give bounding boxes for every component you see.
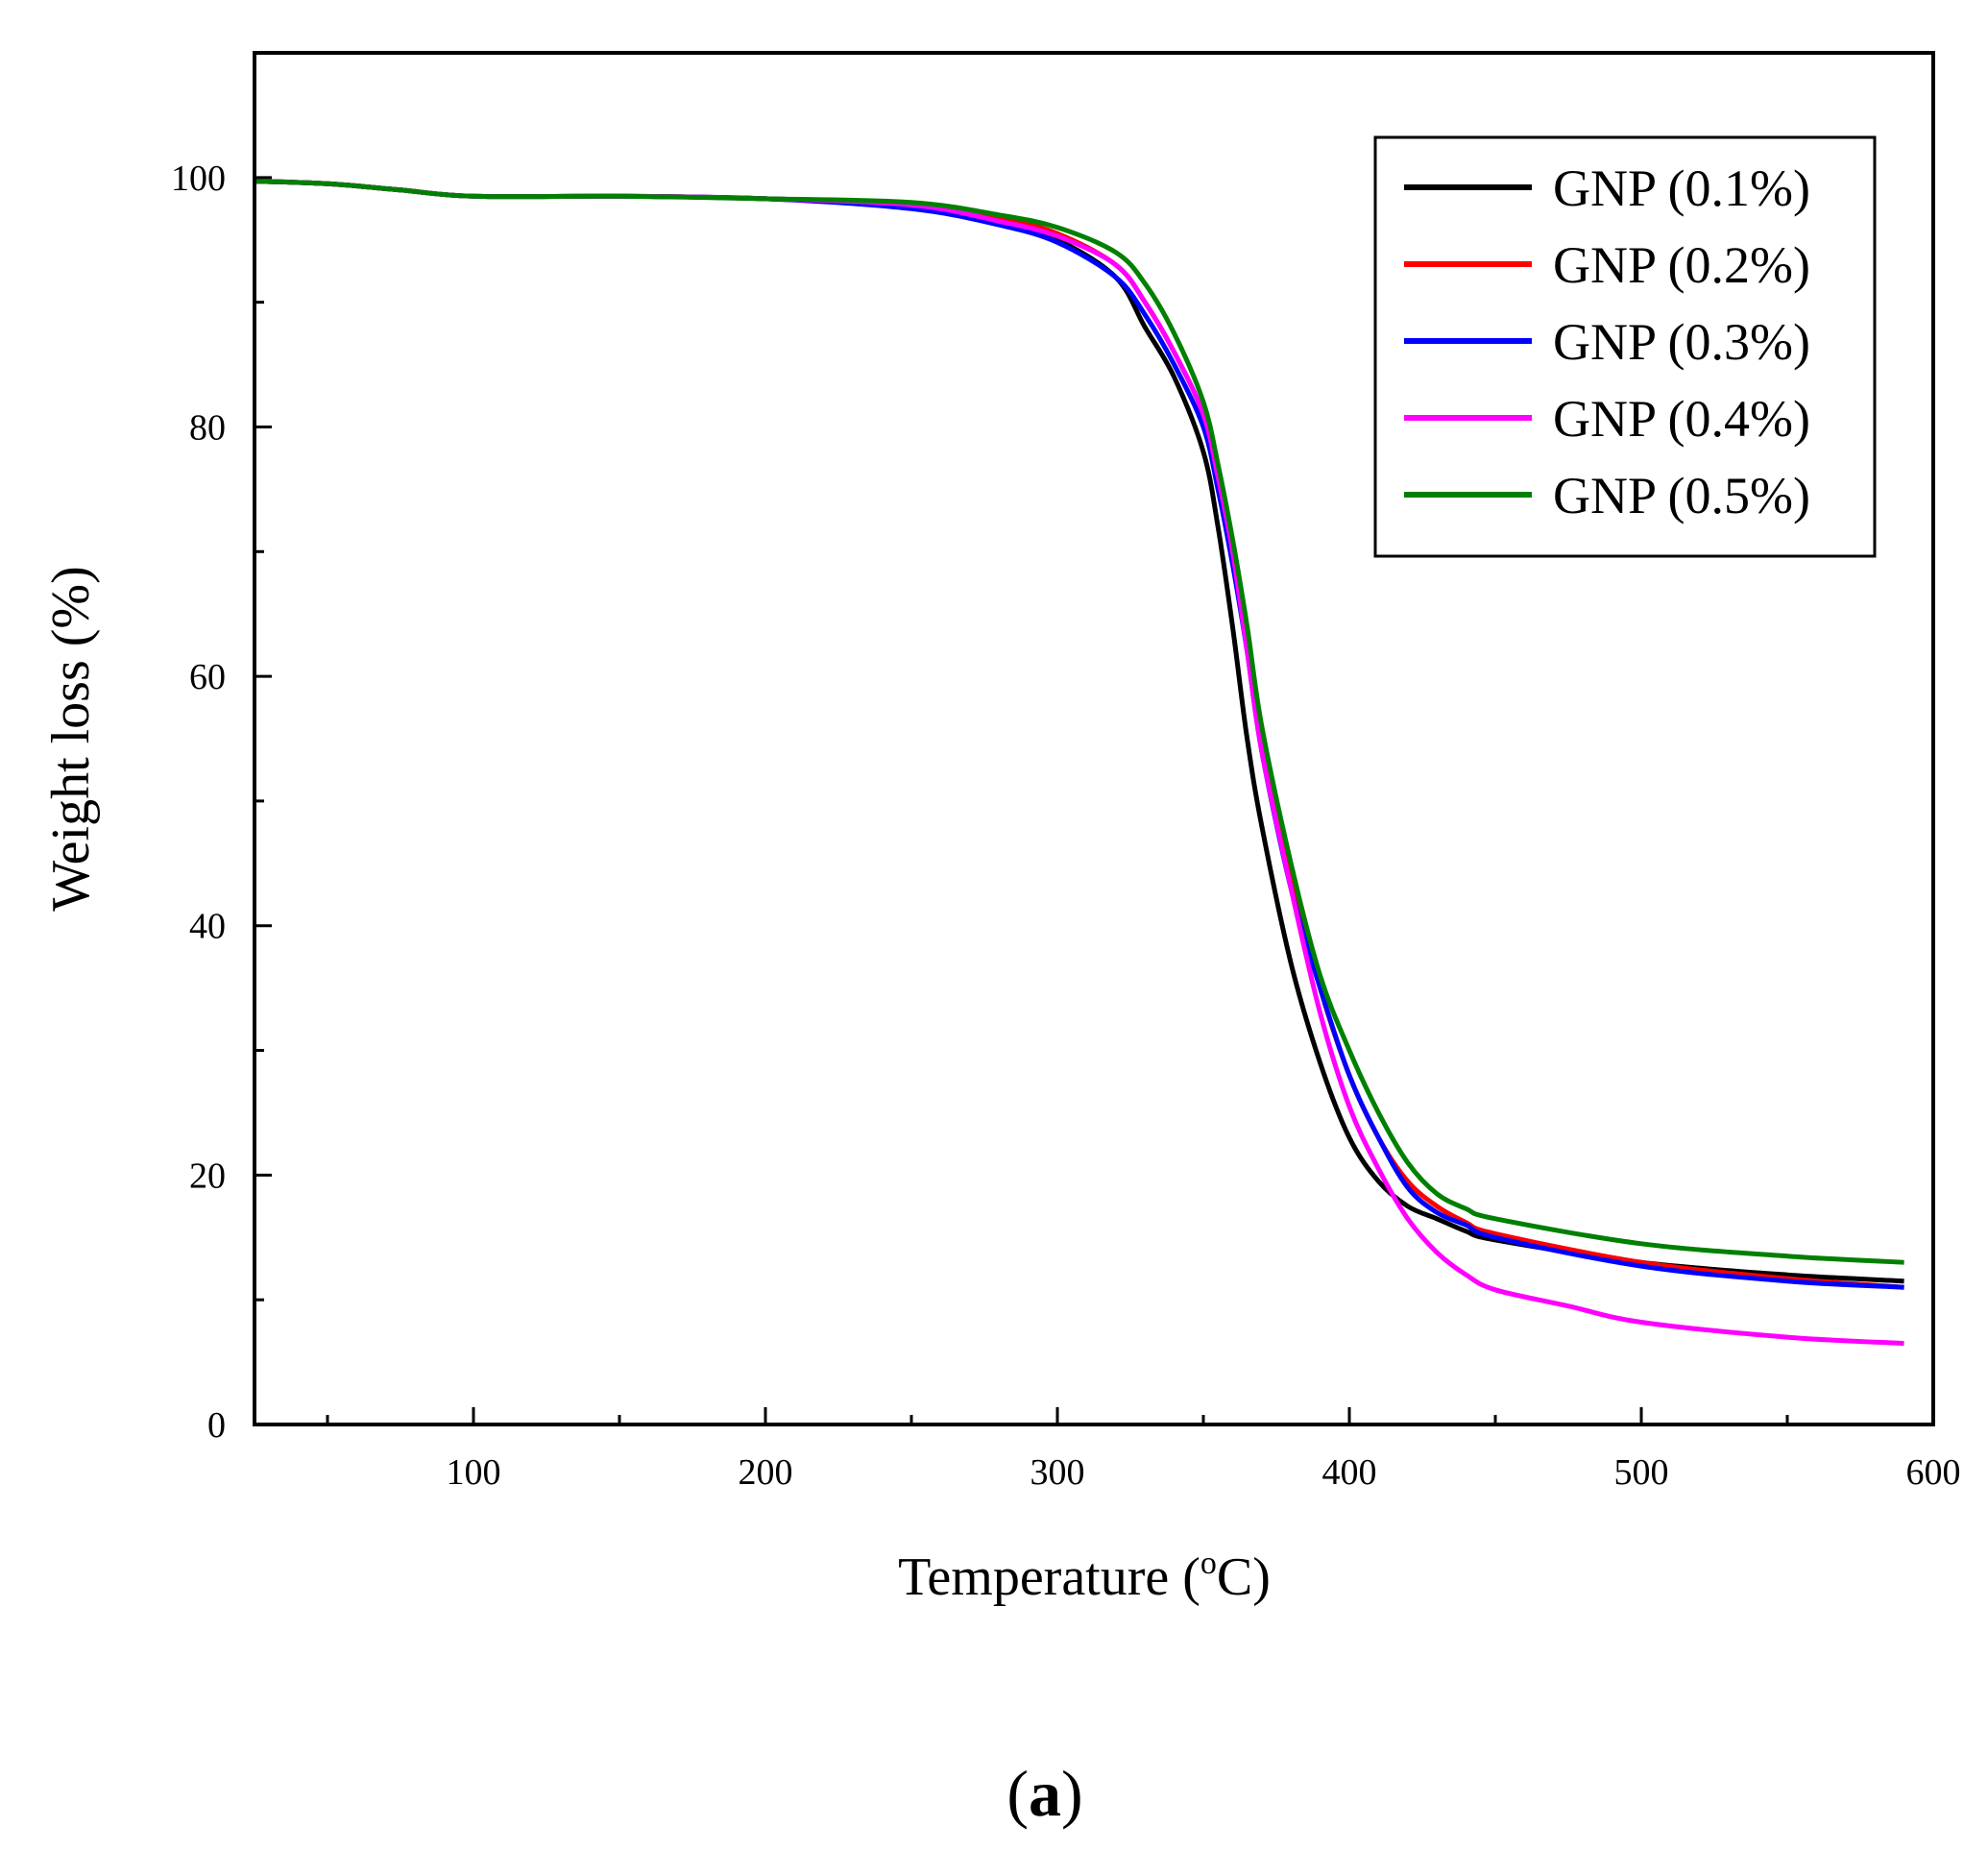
y-axis-title: Weight loss (%) <box>41 566 101 911</box>
panel-label-open: ( <box>1006 1757 1029 1830</box>
x-tick-label: 300 <box>1030 1452 1085 1493</box>
x-axis-title-unit: C) <box>1217 1547 1271 1607</box>
x-tick-label: 200 <box>739 1452 793 1493</box>
axis-ticks <box>255 176 1935 1426</box>
x-tick-label: 100 <box>447 1452 501 1493</box>
panel-label-letter: a <box>1029 1757 1061 1830</box>
y-tick-label: 0 <box>207 1405 226 1446</box>
legend-box <box>1373 135 1877 558</box>
panel-label: (a) <box>1006 1757 1082 1830</box>
series-line-5 <box>254 179 1904 1265</box>
y-tick-label: 100 <box>171 158 226 199</box>
legend-label-4: GNP (0.4%) <box>1553 390 1810 448</box>
panel-label-close: ) <box>1061 1757 1083 1830</box>
x-tick-label: 600 <box>1906 1452 1961 1493</box>
legend-label-5: GNP (0.5%) <box>1553 467 1810 524</box>
legend: GNP (0.1%) GNP (0.2%) GNP (0.3%) GNP (0.4%)… <box>1373 135 1877 558</box>
x-axis-title-degree: o <box>1200 1546 1217 1581</box>
legend-label-1: GNP (0.1%) <box>1553 159 1810 217</box>
plot-area <box>254 179 1904 1347</box>
x-axis-title-main: Temperature ( <box>898 1547 1200 1607</box>
y-tick-label: 80 <box>189 407 226 448</box>
plot-frame <box>253 51 1935 1426</box>
y-tick-label: 40 <box>189 907 226 947</box>
x-tick-label: 400 <box>1322 1452 1377 1493</box>
legend-label-3: GNP (0.3%) <box>1553 313 1810 371</box>
y-tick-label: 20 <box>189 1156 226 1196</box>
legend-label-2: GNP (0.2%) <box>1553 236 1810 294</box>
y-tick-label: 60 <box>189 657 226 697</box>
tick-labels: 100 200 300 400 500 600 0 20 40 60 80 100 <box>171 158 1961 1493</box>
x-axis-title: Temperature (oC) <box>898 1546 1271 1607</box>
x-tick-label: 500 <box>1614 1452 1669 1493</box>
